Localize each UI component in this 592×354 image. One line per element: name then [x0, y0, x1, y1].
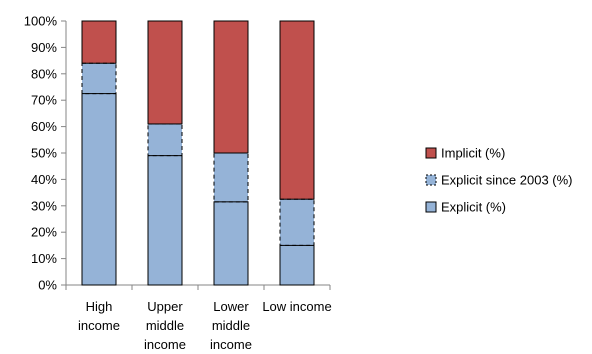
bar-stack	[213, 20, 249, 286]
category-labels: High income Upper middle income Lower middle in…	[78, 299, 332, 352]
bar-segment-border	[213, 20, 249, 154]
y-tick-label: 70%	[31, 93, 57, 108]
bar-segment-explicit	[82, 93, 116, 285]
legend-swatch	[425, 174, 437, 186]
bar-segment-explicit-since-2003	[214, 153, 248, 202]
y-tick-label: 20%	[31, 225, 57, 240]
legend-label: Explicit (%)	[441, 200, 506, 215]
x-category-label-line: High	[86, 299, 113, 314]
bar-segment-explicit-since-2003	[82, 63, 116, 94]
x-category-label: High income	[78, 299, 120, 333]
bar-segment-implicit	[148, 21, 182, 124]
x-category-label: Low income	[262, 299, 331, 314]
y-tick-label: 100%	[24, 14, 58, 29]
legend: Implicit (%) Explicit since 2003 (%) Expli…	[425, 146, 573, 215]
x-category-label: Lower middle income	[210, 299, 252, 352]
x-category-label-line: Upper	[147, 299, 183, 314]
legend-swatch	[425, 201, 437, 213]
bar-stack	[279, 20, 315, 286]
y-tick-label: 10%	[31, 251, 57, 266]
bars	[81, 20, 315, 286]
bar-stack	[81, 20, 117, 286]
x-category-label: Upper middle income	[144, 299, 186, 352]
y-tick-label: 30%	[31, 198, 57, 213]
y-tick-label: 90%	[31, 40, 57, 55]
bar-segment-implicit	[82, 21, 116, 64]
y-tick-label: 50%	[31, 146, 57, 161]
x-category-label-line: middle	[146, 318, 184, 333]
y-axis: 0% 10% 20% 30% 40% 50% 60% 70% 80% 90% 100%	[24, 14, 67, 293]
x-category-label-line: income	[210, 337, 252, 352]
bar-segment-border	[147, 155, 183, 286]
x-axis	[65, 284, 331, 290]
legend-swatch	[425, 147, 437, 159]
bar-segment-border	[81, 20, 117, 64]
bar-segment-explicit	[280, 245, 314, 285]
y-tick-label: 60%	[31, 119, 57, 134]
bar-segment-explicit-since-2003	[280, 199, 314, 246]
y-tick-label: 40%	[31, 172, 57, 187]
x-category-label-line: income	[78, 318, 120, 333]
bar-segment-border	[81, 93, 117, 286]
legend-label: Implicit (%)	[441, 146, 505, 161]
bar-segment-implicit	[214, 21, 248, 153]
bar-segment-border	[279, 244, 315, 286]
bar-stack	[147, 20, 183, 286]
legend-item: Explicit since 2003 (%)	[425, 173, 573, 188]
bar-segment-explicit	[148, 155, 182, 285]
legend-item: Implicit (%)	[425, 146, 505, 161]
legend-item: Explicit (%)	[425, 200, 506, 215]
bar-segment-border	[279, 20, 315, 200]
x-category-label-line: middle	[212, 318, 250, 333]
x-category-label-line: Lower	[213, 299, 249, 314]
x-category-label-line: income	[144, 337, 186, 352]
bar-segment-border	[147, 20, 183, 125]
y-tick-label: 0%	[38, 278, 57, 293]
y-tick-label: 80%	[31, 66, 57, 81]
bar-segment-implicit	[280, 21, 314, 200]
bar-segment-explicit-since-2003	[148, 123, 182, 156]
x-category-label-line: Low income	[262, 299, 331, 314]
legend-label: Explicit since 2003 (%)	[441, 173, 573, 188]
bar-segment-explicit	[214, 201, 248, 285]
